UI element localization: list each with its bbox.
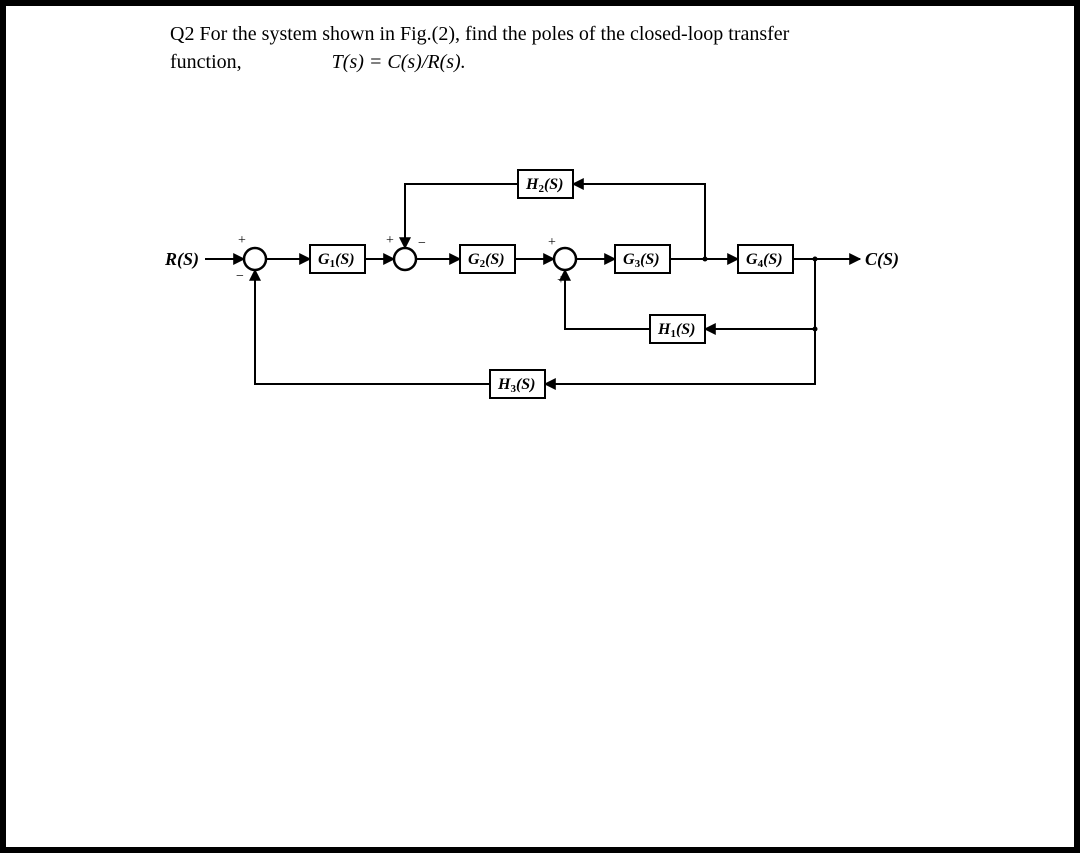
s1-sign-plus: + [238,233,246,248]
block-h1-label: H1(S) [657,321,696,340]
s2-sign-plus: + [386,233,394,248]
input-label: R(S) [164,249,199,270]
summing-junction-1 [244,248,266,270]
block-g2-label: G2(S) [468,251,505,270]
wire-h1-s3 [565,270,650,329]
s3-sign-plus-1: + [548,235,556,250]
block-g3-label: G3(S) [623,251,660,270]
node-n1 [703,257,708,262]
question-line-1: Q2 For the system shown in Fig.(2), find… [170,20,980,48]
node-n2b [813,327,818,332]
block-h3-label: H3(S) [497,376,536,395]
question-block: Q2 For the system shown in Fig.(2), find… [170,20,980,76]
block-h2-label: H2(S) [525,176,564,195]
block-diagram: R(S) + − G1(S) + − G2(S) + + [160,140,920,420]
s3-sign-plus-2: + [557,273,565,288]
node-n2 [813,257,818,262]
s1-sign-minus: − [236,269,244,284]
block-g4-label: G4(S) [746,251,783,270]
page-border [0,0,1080,853]
s2-sign-minus: − [418,236,426,251]
summing-junction-3 [554,248,576,270]
question-line-2: function, T(s) = C(s)/R(s). [170,48,980,76]
wire-h3-s1 [255,270,490,384]
question-equation: T(s) = C(s)/R(s). [332,51,466,73]
output-label: C(S) [865,249,899,270]
summing-junction-2 [394,248,416,270]
block-g1-label: G1(S) [318,251,355,270]
question-line-2a: function, [170,51,242,73]
